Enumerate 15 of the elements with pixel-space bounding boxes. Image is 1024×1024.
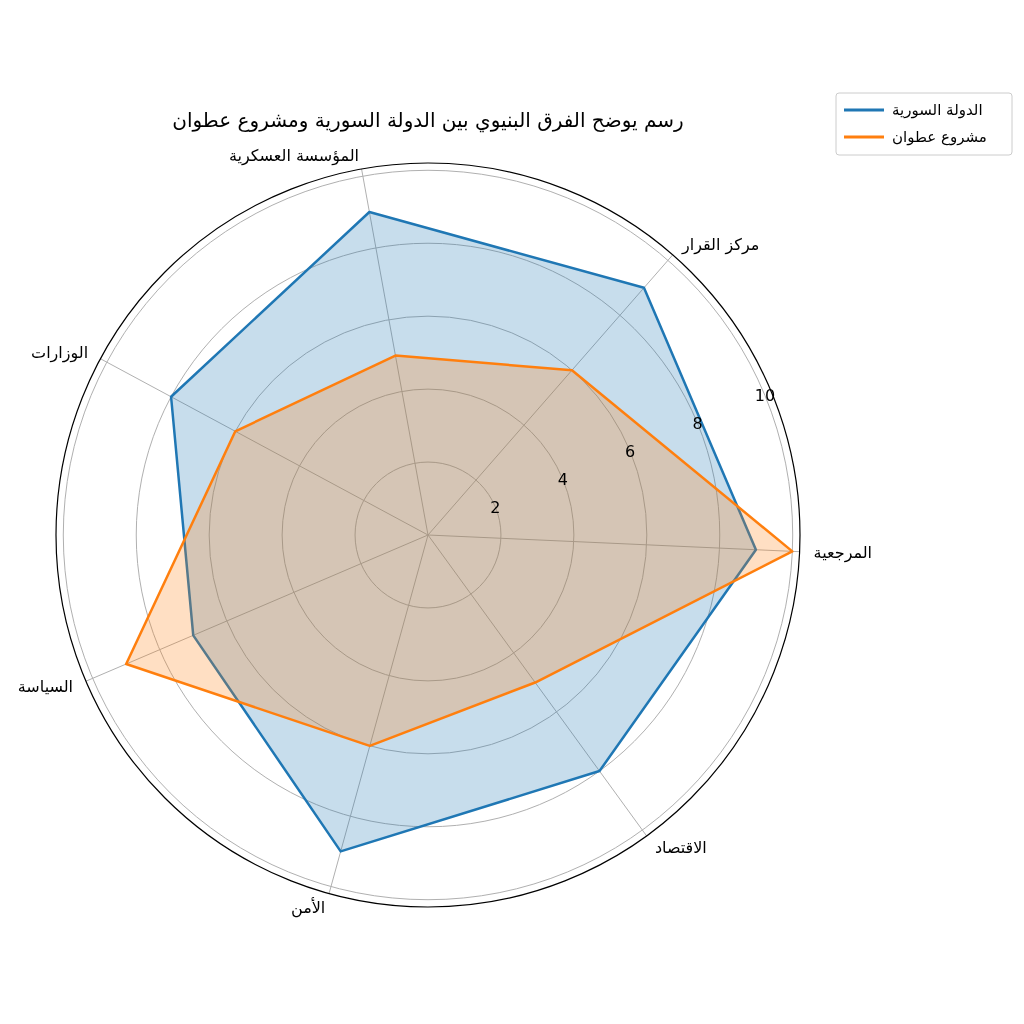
y-tick-label: 10	[754, 385, 776, 405]
spoke-label: مركز القرار	[680, 234, 760, 255]
y-tick-label: 6	[625, 441, 636, 461]
spoke-label: الوزارات	[31, 342, 89, 363]
y-tick-label: 8	[692, 413, 703, 433]
spoke-label: السياسة	[17, 677, 74, 697]
spoke-label: الأمن	[290, 896, 326, 918]
legend-label: الدولة السورية	[892, 101, 983, 119]
spoke-label: الاقتصاد	[654, 837, 707, 857]
spoke-label: المرجعية	[813, 542, 873, 563]
spoke-label: المؤسسة العسكرية	[228, 145, 360, 166]
legend-label: مشروع عطوان	[892, 128, 987, 146]
y-tick-label: 2	[490, 497, 501, 517]
text: رسم يوضح الفرق البنيوي بين الدولة السورية ومشروع عطوان	[172, 108, 684, 133]
y-tick-label: 4	[557, 469, 568, 489]
